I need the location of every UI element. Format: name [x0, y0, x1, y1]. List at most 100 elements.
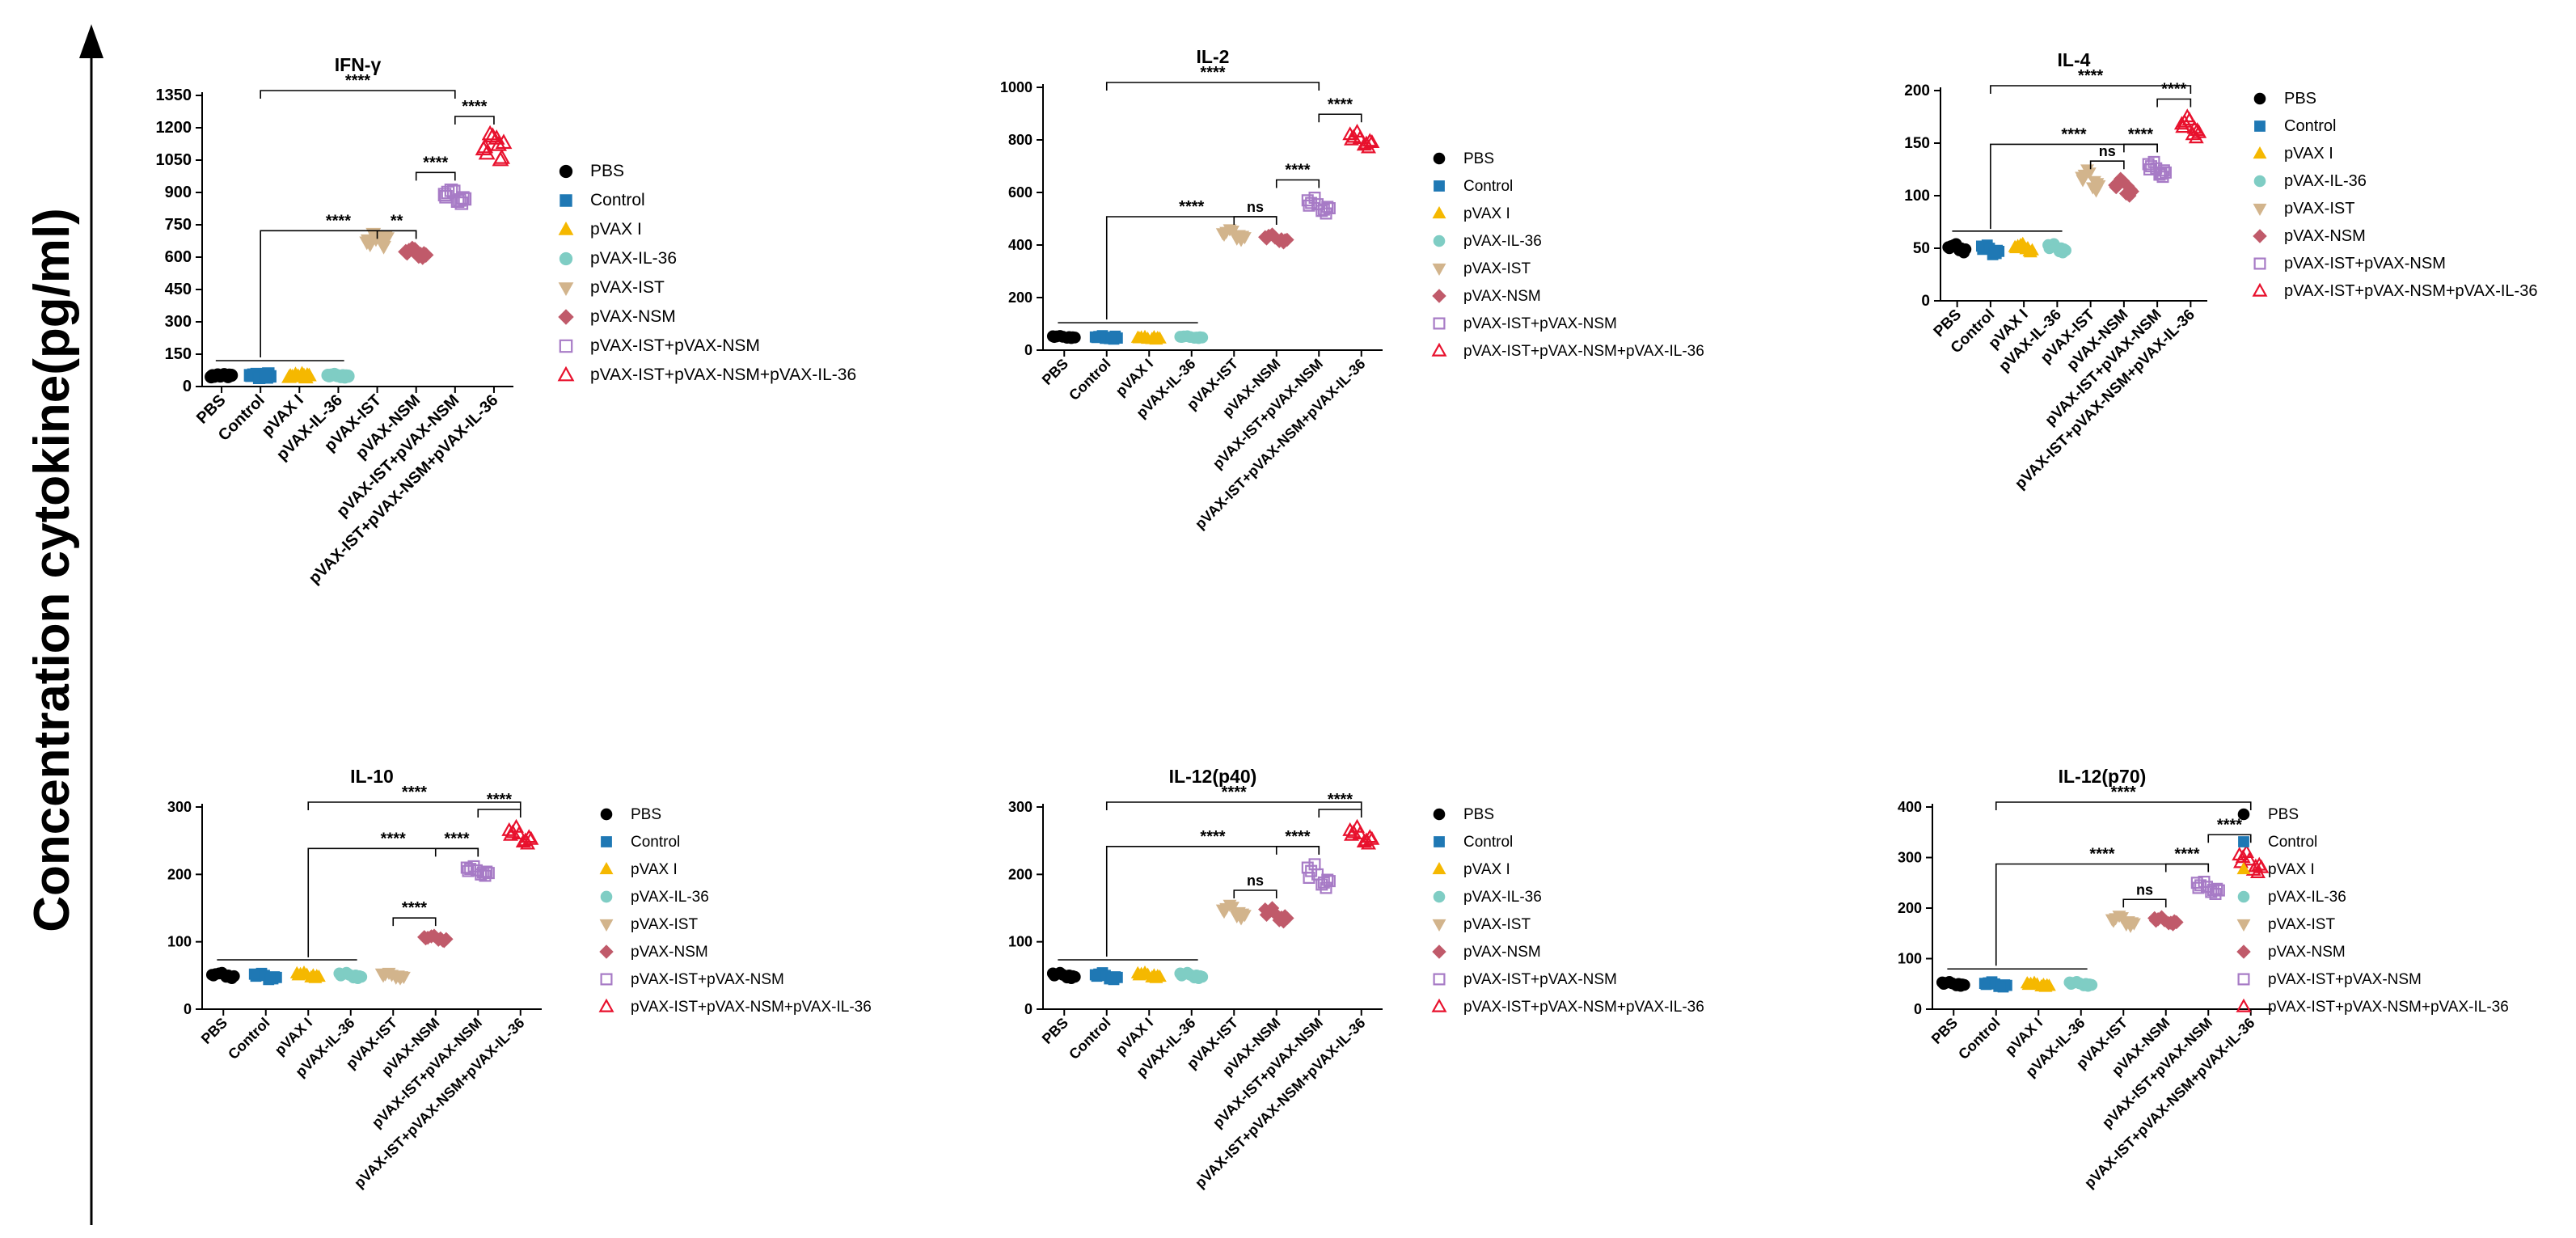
y-tick-label: 100: [1008, 934, 1033, 950]
legend-label: PBS: [1463, 806, 1494, 823]
data-point: [1356, 137, 1372, 151]
data-point: [306, 968, 320, 981]
data-point: [1303, 199, 1315, 212]
significance-label: ****: [345, 72, 370, 90]
y-tick-label: 200: [167, 866, 192, 882]
significance-bracket: [307, 847, 479, 957]
legend-label: pVAX-IST: [590, 278, 665, 297]
significance-bracket: [1990, 85, 2192, 94]
data-point: [493, 149, 510, 164]
legend-marker: [2253, 203, 2267, 217]
significance-bracket: [1275, 179, 1320, 188]
data-point: [476, 866, 489, 879]
significance-bracket: [1233, 216, 1277, 225]
data-point: [2157, 164, 2170, 177]
data-point: [1231, 230, 1246, 243]
data-point: [222, 970, 234, 982]
data-point: [2190, 122, 2206, 137]
data-point: [1274, 910, 1289, 925]
x-tick-label: PBS: [198, 1015, 230, 1047]
data-point: [1046, 967, 1059, 980]
legend-marker: [1431, 998, 1447, 1012]
data-point: [296, 367, 312, 382]
data-point: [1130, 965, 1145, 978]
legend-label: pVAX-IL-36: [590, 249, 677, 268]
legend-label: pVAX-IST+pVAX-NSM+pVAX-IL-36: [1463, 999, 1704, 1016]
y-tick-label: 400: [1898, 799, 1922, 815]
chart-title: IL-4: [2058, 49, 2091, 70]
legend-label: pVAX-NSM: [590, 307, 676, 326]
y-tick-label: 900: [165, 184, 192, 201]
data-point: [407, 241, 423, 258]
data-point: [205, 969, 218, 981]
significance-bracket: [1233, 889, 1277, 898]
significance-label: ****: [1328, 95, 1353, 113]
data-point: [2235, 849, 2251, 864]
significance-bracket: [1995, 801, 2252, 810]
legend-marker: [1432, 263, 1446, 277]
y-tick-label: 600: [165, 248, 192, 266]
data-point: [2192, 881, 2205, 894]
legend-marker: [1433, 890, 1446, 903]
significance-bracket: [307, 801, 522, 810]
legend-label: PBS: [1463, 150, 1494, 167]
y-tick-label: 0: [1921, 293, 1930, 310]
data-point: [391, 970, 405, 983]
data-point: [1089, 331, 1101, 343]
legend-label: pVAX I: [2284, 145, 2333, 163]
chart-panel-2: IL-4 0 50 100 150 200 PBS Control pVAX I pVAX-IL-…: [1904, 49, 2537, 492]
data-point: [511, 826, 527, 840]
data-point: [484, 127, 501, 143]
data-point: [2241, 851, 2257, 866]
data-point: [488, 129, 505, 145]
data-point: [1105, 332, 1117, 343]
data-point: [248, 968, 260, 980]
significance-bracket: [1105, 82, 1320, 91]
significance-label: ****: [462, 98, 487, 116]
legend-marker: [2253, 175, 2266, 188]
data-point: [1231, 906, 1246, 920]
data-point: [1311, 868, 1324, 881]
significance-label: ****: [1328, 791, 1353, 809]
data-point: [1342, 822, 1358, 836]
significance-bracket: [2207, 834, 2252, 843]
data-point: [289, 965, 304, 978]
data-point: [1258, 902, 1273, 917]
legend-label: pVAX-IST+pVAX-NSM+pVAX-IL-36: [2284, 282, 2537, 300]
data-point: [1936, 976, 1949, 989]
legend-marker: [1433, 808, 1446, 821]
legend-label: pVAX-IST+pVAX-NSM+pVAX-IL-36: [1463, 343, 1704, 360]
data-point: [336, 369, 350, 382]
data-point: [437, 188, 452, 201]
data-point: [456, 191, 470, 205]
data-point: [1215, 228, 1230, 241]
data-point: [2080, 978, 2092, 991]
significance-label: **: [391, 212, 403, 230]
significance-bracket: [392, 917, 437, 927]
significance-bracket: [1995, 863, 2210, 966]
y-tick-label: 50: [1913, 240, 1930, 257]
x-tick-label: PBS: [1039, 356, 1071, 388]
legend-marker: [559, 339, 573, 353]
data-point: [1953, 978, 1965, 991]
y-tick-label: 100: [1898, 951, 1922, 967]
y-tick-label: 600: [1008, 184, 1033, 201]
data-point: [1323, 875, 1336, 888]
data-point: [1147, 330, 1161, 343]
y-tick-label: 100: [1904, 188, 1930, 205]
data-point: [1317, 203, 1330, 216]
data-point: [2021, 240, 2035, 254]
data-point: [453, 193, 467, 207]
y-tick-label: 1200: [156, 119, 192, 137]
y-tick-label: 0: [184, 1001, 192, 1017]
data-point: [1988, 247, 2000, 259]
data-point: [2248, 858, 2264, 873]
data-point: [467, 860, 480, 873]
data-point: [2087, 175, 2101, 188]
y-tick-label: 450: [165, 281, 192, 298]
legend-label: pVAX I: [590, 220, 642, 239]
significance-label: ****: [2128, 125, 2153, 143]
